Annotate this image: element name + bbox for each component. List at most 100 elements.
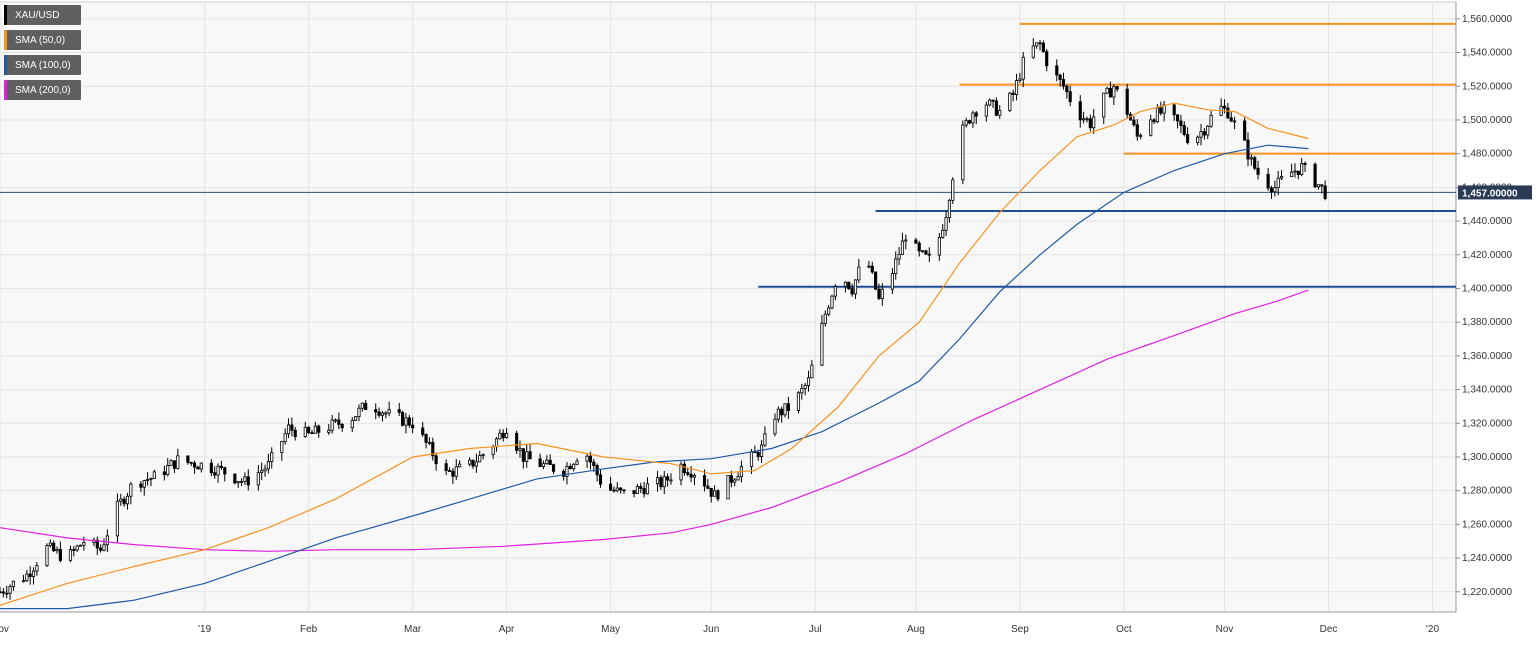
candle-body <box>619 487 623 491</box>
candle-body <box>1078 101 1082 121</box>
candle-body <box>427 441 431 444</box>
candle-body <box>1296 170 1300 175</box>
x-tick-label: Nov <box>0 624 9 635</box>
candle-body <box>726 475 730 500</box>
candle-body <box>897 254 901 260</box>
candle-body <box>780 408 784 416</box>
y-tick-label: 1,500.0000 <box>1462 115 1512 126</box>
x-tick-label: '19 <box>198 624 211 635</box>
candle-body <box>313 425 317 434</box>
candle-body <box>515 432 519 451</box>
candle-body <box>568 465 572 470</box>
candle-body <box>639 486 643 489</box>
candle-body <box>565 465 569 477</box>
candle-body <box>525 451 529 462</box>
candle-body <box>360 402 364 409</box>
candle-body <box>1112 86 1116 98</box>
candle-body <box>1226 107 1230 119</box>
candle-body <box>692 475 697 478</box>
y-tick-label: 1,220.0000 <box>1462 587 1512 598</box>
candle-body <box>1125 88 1129 115</box>
candle-body <box>209 462 213 474</box>
candle-body <box>256 472 260 486</box>
candle-body <box>498 432 502 440</box>
candle-body <box>669 479 673 482</box>
candle-body <box>491 446 495 456</box>
candle-body <box>193 462 197 468</box>
legend-swatch-sma100 <box>4 55 7 75</box>
candle-body <box>380 412 385 416</box>
legend-item-sma200[interactable]: SMA (200,0) <box>4 80 81 100</box>
legend-label-symbol: XAU/USD <box>15 9 60 21</box>
y-tick-label: 1,260.0000 <box>1462 519 1512 530</box>
candle-body <box>31 570 36 577</box>
candle-body <box>964 120 968 126</box>
candle-body <box>166 465 170 476</box>
y-tick-label: 1,300.0000 <box>1462 452 1512 463</box>
legend-label-sma50: SMA (50,0) <box>15 34 66 46</box>
candle-body <box>424 434 428 443</box>
candle-body <box>1182 125 1186 136</box>
candle-body <box>702 475 707 487</box>
candle-body <box>686 472 690 475</box>
legend-swatch-sma50 <box>4 30 7 50</box>
candle-body <box>407 417 411 426</box>
candle-body <box>967 120 972 124</box>
legend-item-symbol[interactable]: XAU/USD <box>4 5 81 25</box>
candle-body <box>78 544 83 547</box>
candle-body <box>572 463 576 470</box>
y-tick-label: 1,280.0000 <box>1462 486 1512 497</box>
candle-body <box>122 498 126 505</box>
candle-body <box>454 466 458 477</box>
candle-body <box>991 99 995 102</box>
candle-body <box>998 110 1002 116</box>
candle-body <box>494 438 499 448</box>
y-tick-label: 1,420.0000 <box>1462 250 1512 261</box>
legend-item-sma100[interactable]: SMA (100,0) <box>4 55 81 75</box>
candle-body <box>666 476 670 481</box>
plot-area <box>0 1 1457 613</box>
candle-body <box>585 455 589 462</box>
candle-body <box>199 462 203 470</box>
candle-body <box>404 417 408 426</box>
candle-body <box>900 240 905 255</box>
candle-body <box>1162 104 1166 114</box>
candle-body <box>937 237 941 256</box>
candle-body <box>337 419 341 425</box>
candle-body <box>21 580 26 583</box>
x-tick-label: Feb <box>300 624 318 635</box>
candle-body <box>709 487 713 497</box>
candle-body <box>659 477 663 488</box>
candle-body <box>921 250 925 253</box>
candle-body <box>330 419 334 431</box>
candle-body <box>1186 134 1190 144</box>
candle-body <box>1222 105 1227 109</box>
candle-body <box>333 419 338 422</box>
candle-body <box>941 229 945 238</box>
legend-item-sma50[interactable]: SMA (50,0) <box>4 30 81 50</box>
candle-body <box>152 471 156 479</box>
y-tick-label: 1,480.0000 <box>1462 149 1512 160</box>
candle-body <box>592 461 596 467</box>
candle-body <box>303 426 307 438</box>
sma50-line <box>0 102 1309 606</box>
candle-body <box>162 471 166 476</box>
candle-body <box>786 403 790 412</box>
candle-body <box>25 573 29 582</box>
x-tick-label: Mar <box>404 624 422 635</box>
candle-body <box>1243 120 1247 141</box>
candle-body <box>115 500 119 537</box>
candle-body <box>1085 118 1089 121</box>
candle-body <box>1276 177 1280 189</box>
candle-body <box>679 463 683 481</box>
candle-body <box>5 592 9 595</box>
candle-body <box>984 104 988 117</box>
candle-body <box>820 322 824 366</box>
candle-body <box>961 124 965 181</box>
candle-body <box>35 565 39 572</box>
candle-body <box>924 250 928 255</box>
candle-body <box>1303 163 1307 165</box>
candle-body <box>95 539 99 549</box>
candle-body <box>105 535 109 546</box>
